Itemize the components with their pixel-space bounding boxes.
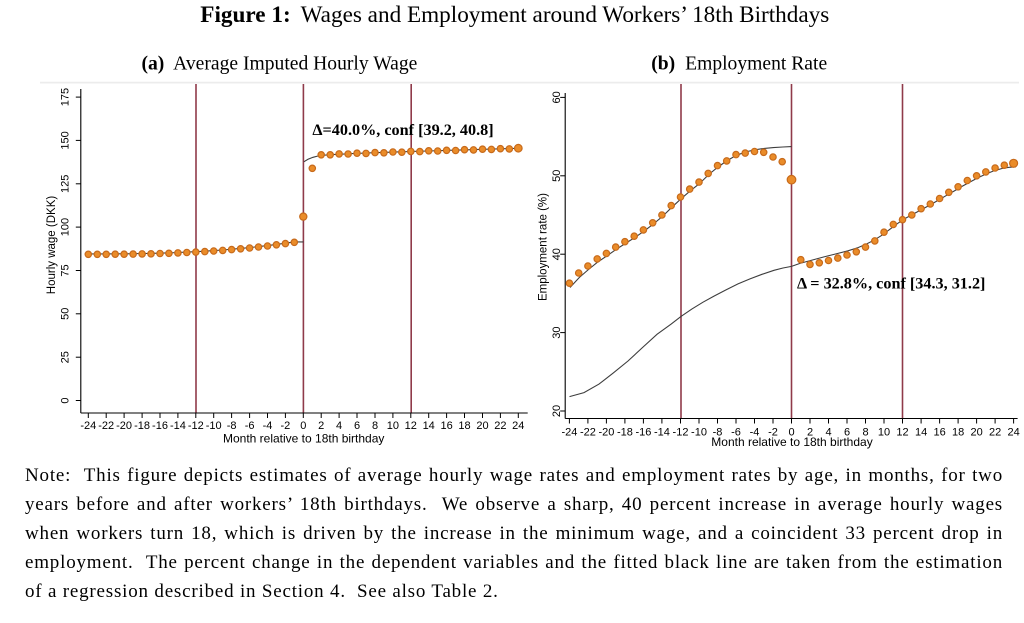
svg-text:-10: -10 <box>206 420 222 432</box>
svg-text:24: 24 <box>1007 427 1019 439</box>
svg-text:14: 14 <box>915 427 927 439</box>
svg-text:-22: -22 <box>98 420 114 432</box>
svg-text:-8: -8 <box>713 427 723 439</box>
svg-text:10: 10 <box>387 420 399 432</box>
svg-text:8: 8 <box>862 427 868 439</box>
svg-text:Δ = 32.8%, conf [34.3, 31.2]: Δ = 32.8%, conf [34.3, 31.2] <box>797 275 985 293</box>
svg-text:40: 40 <box>551 248 563 260</box>
svg-text:60: 60 <box>551 91 563 103</box>
svg-text:12: 12 <box>896 427 908 439</box>
svg-text:16: 16 <box>933 427 945 439</box>
svg-text:50: 50 <box>551 170 563 182</box>
svg-text:-4: -4 <box>750 427 760 439</box>
svg-text:6: 6 <box>354 420 360 432</box>
svg-text:10: 10 <box>878 427 890 439</box>
svg-text:4: 4 <box>336 420 342 432</box>
svg-text:(a) Average Imputed Hourly Wag: (a) Average Imputed Hourly Wage <box>141 53 417 74</box>
svg-text:8: 8 <box>372 420 378 432</box>
svg-text:0: 0 <box>60 397 72 403</box>
svg-text:50: 50 <box>60 308 72 320</box>
svg-text:150: 150 <box>60 131 72 149</box>
svg-text:Month relative to 18th birthda: Month relative to 18th birthday <box>711 435 872 449</box>
svg-text:4: 4 <box>825 427 831 439</box>
svg-text:20: 20 <box>551 405 563 417</box>
svg-text:0: 0 <box>788 427 794 439</box>
svg-text:-10: -10 <box>691 427 707 439</box>
svg-text:100: 100 <box>60 218 72 236</box>
svg-text:-12: -12 <box>188 420 204 432</box>
svg-text:75: 75 <box>60 264 72 276</box>
svg-text:-14: -14 <box>170 420 186 432</box>
svg-text:20: 20 <box>970 427 982 439</box>
svg-text:-20: -20 <box>116 420 132 432</box>
svg-text:Hourly wage (DKK): Hourly wage (DKK) <box>46 196 58 295</box>
svg-text:22: 22 <box>494 420 506 432</box>
svg-text:Employment rate (%): Employment rate (%) <box>538 193 550 301</box>
svg-text:-18: -18 <box>134 420 150 432</box>
svg-text:20: 20 <box>476 420 488 432</box>
svg-text:-16: -16 <box>635 427 651 439</box>
svg-text:-20: -20 <box>598 427 614 439</box>
svg-text:Δ=40.0%, conf [39.2, 40.8]: Δ=40.0%, conf [39.2, 40.8] <box>312 121 493 139</box>
svg-text:Month relative to 18th birthda: Month relative to 18th birthday <box>223 432 384 446</box>
svg-text:14: 14 <box>423 420 435 432</box>
svg-text:-24: -24 <box>80 420 96 432</box>
svg-text:22: 22 <box>989 427 1001 439</box>
svg-text:-4: -4 <box>263 420 273 432</box>
svg-text:-2: -2 <box>281 420 291 432</box>
svg-text:-12: -12 <box>673 427 689 439</box>
svg-text:-6: -6 <box>245 420 255 432</box>
svg-text:-22: -22 <box>580 427 596 439</box>
svg-text:-6: -6 <box>731 427 741 439</box>
svg-text:2: 2 <box>807 427 813 439</box>
svg-text:-2: -2 <box>768 427 778 439</box>
svg-text:18: 18 <box>458 420 470 432</box>
svg-text:16: 16 <box>440 420 452 432</box>
svg-text:-16: -16 <box>152 420 168 432</box>
svg-text:-18: -18 <box>617 427 633 439</box>
svg-text:(b) Employment Rate: (b) Employment Rate <box>651 53 827 74</box>
svg-text:Figure 1: Wages and Employment: Figure 1: Wages and Employment around Wo… <box>200 2 829 28</box>
svg-text:125: 125 <box>60 175 72 193</box>
svg-text:-24: -24 <box>561 427 577 439</box>
svg-text:12: 12 <box>405 420 417 432</box>
svg-text:30: 30 <box>551 326 563 338</box>
svg-text:-14: -14 <box>654 427 670 439</box>
svg-text:2: 2 <box>318 420 324 432</box>
svg-text:24: 24 <box>512 420 524 432</box>
svg-text:6: 6 <box>844 427 850 439</box>
svg-text:175: 175 <box>60 88 72 106</box>
svg-text:-8: -8 <box>227 420 237 432</box>
svg-text:25: 25 <box>60 351 72 363</box>
svg-text:18: 18 <box>952 427 964 439</box>
svg-text:0: 0 <box>300 420 306 432</box>
